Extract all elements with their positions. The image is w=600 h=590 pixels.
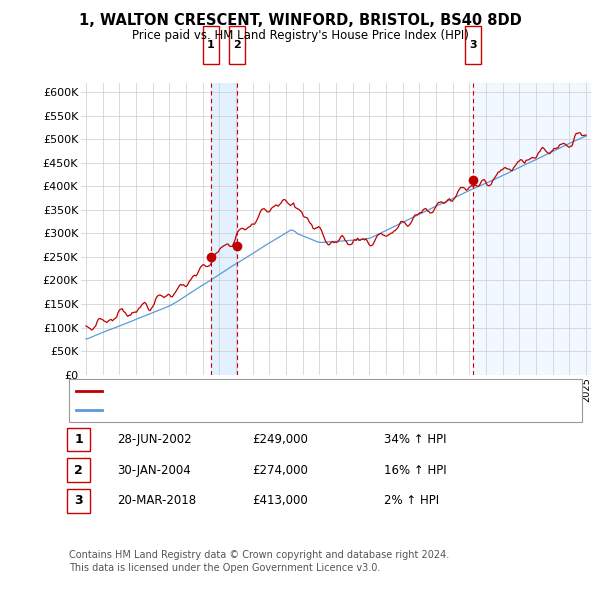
Text: 1: 1 [74, 433, 83, 446]
Text: 20-MAR-2018: 20-MAR-2018 [117, 494, 196, 507]
Text: £249,000: £249,000 [252, 433, 308, 446]
Text: £274,000: £274,000 [252, 464, 308, 477]
Text: 28-JUN-2002: 28-JUN-2002 [117, 433, 191, 446]
FancyBboxPatch shape [229, 25, 245, 64]
Text: This data is licensed under the Open Government Licence v3.0.: This data is licensed under the Open Gov… [69, 563, 380, 572]
FancyBboxPatch shape [465, 25, 481, 64]
Text: 3: 3 [74, 494, 83, 507]
Text: 2% ↑ HPI: 2% ↑ HPI [384, 494, 439, 507]
Text: 3: 3 [469, 40, 477, 50]
Text: 34% ↑ HPI: 34% ↑ HPI [384, 433, 446, 446]
Text: 16% ↑ HPI: 16% ↑ HPI [384, 464, 446, 477]
Text: Price paid vs. HM Land Registry's House Price Index (HPI): Price paid vs. HM Land Registry's House … [131, 29, 469, 42]
Text: 30-JAN-2004: 30-JAN-2004 [117, 464, 191, 477]
Text: 2: 2 [74, 464, 83, 477]
Bar [473, 83, 595, 375]
Text: 2: 2 [233, 40, 241, 50]
Text: 1: 1 [207, 40, 215, 50]
FancyBboxPatch shape [203, 25, 219, 64]
Text: £413,000: £413,000 [252, 494, 308, 507]
Bar [211, 83, 238, 375]
Text: HPI: Average price, detached house, North Somerset: HPI: Average price, detached house, Nort… [106, 405, 382, 415]
Text: 1, WALTON CRESCENT, WINFORD, BRISTOL, BS40 8DD: 1, WALTON CRESCENT, WINFORD, BRISTOL, BS… [79, 13, 521, 28]
Text: Contains HM Land Registry data © Crown copyright and database right 2024.: Contains HM Land Registry data © Crown c… [69, 550, 449, 559]
Text: 1, WALTON CRESCENT, WINFORD, BRISTOL, BS40 8DD (detached house): 1, WALTON CRESCENT, WINFORD, BRISTOL, BS… [106, 386, 484, 396]
